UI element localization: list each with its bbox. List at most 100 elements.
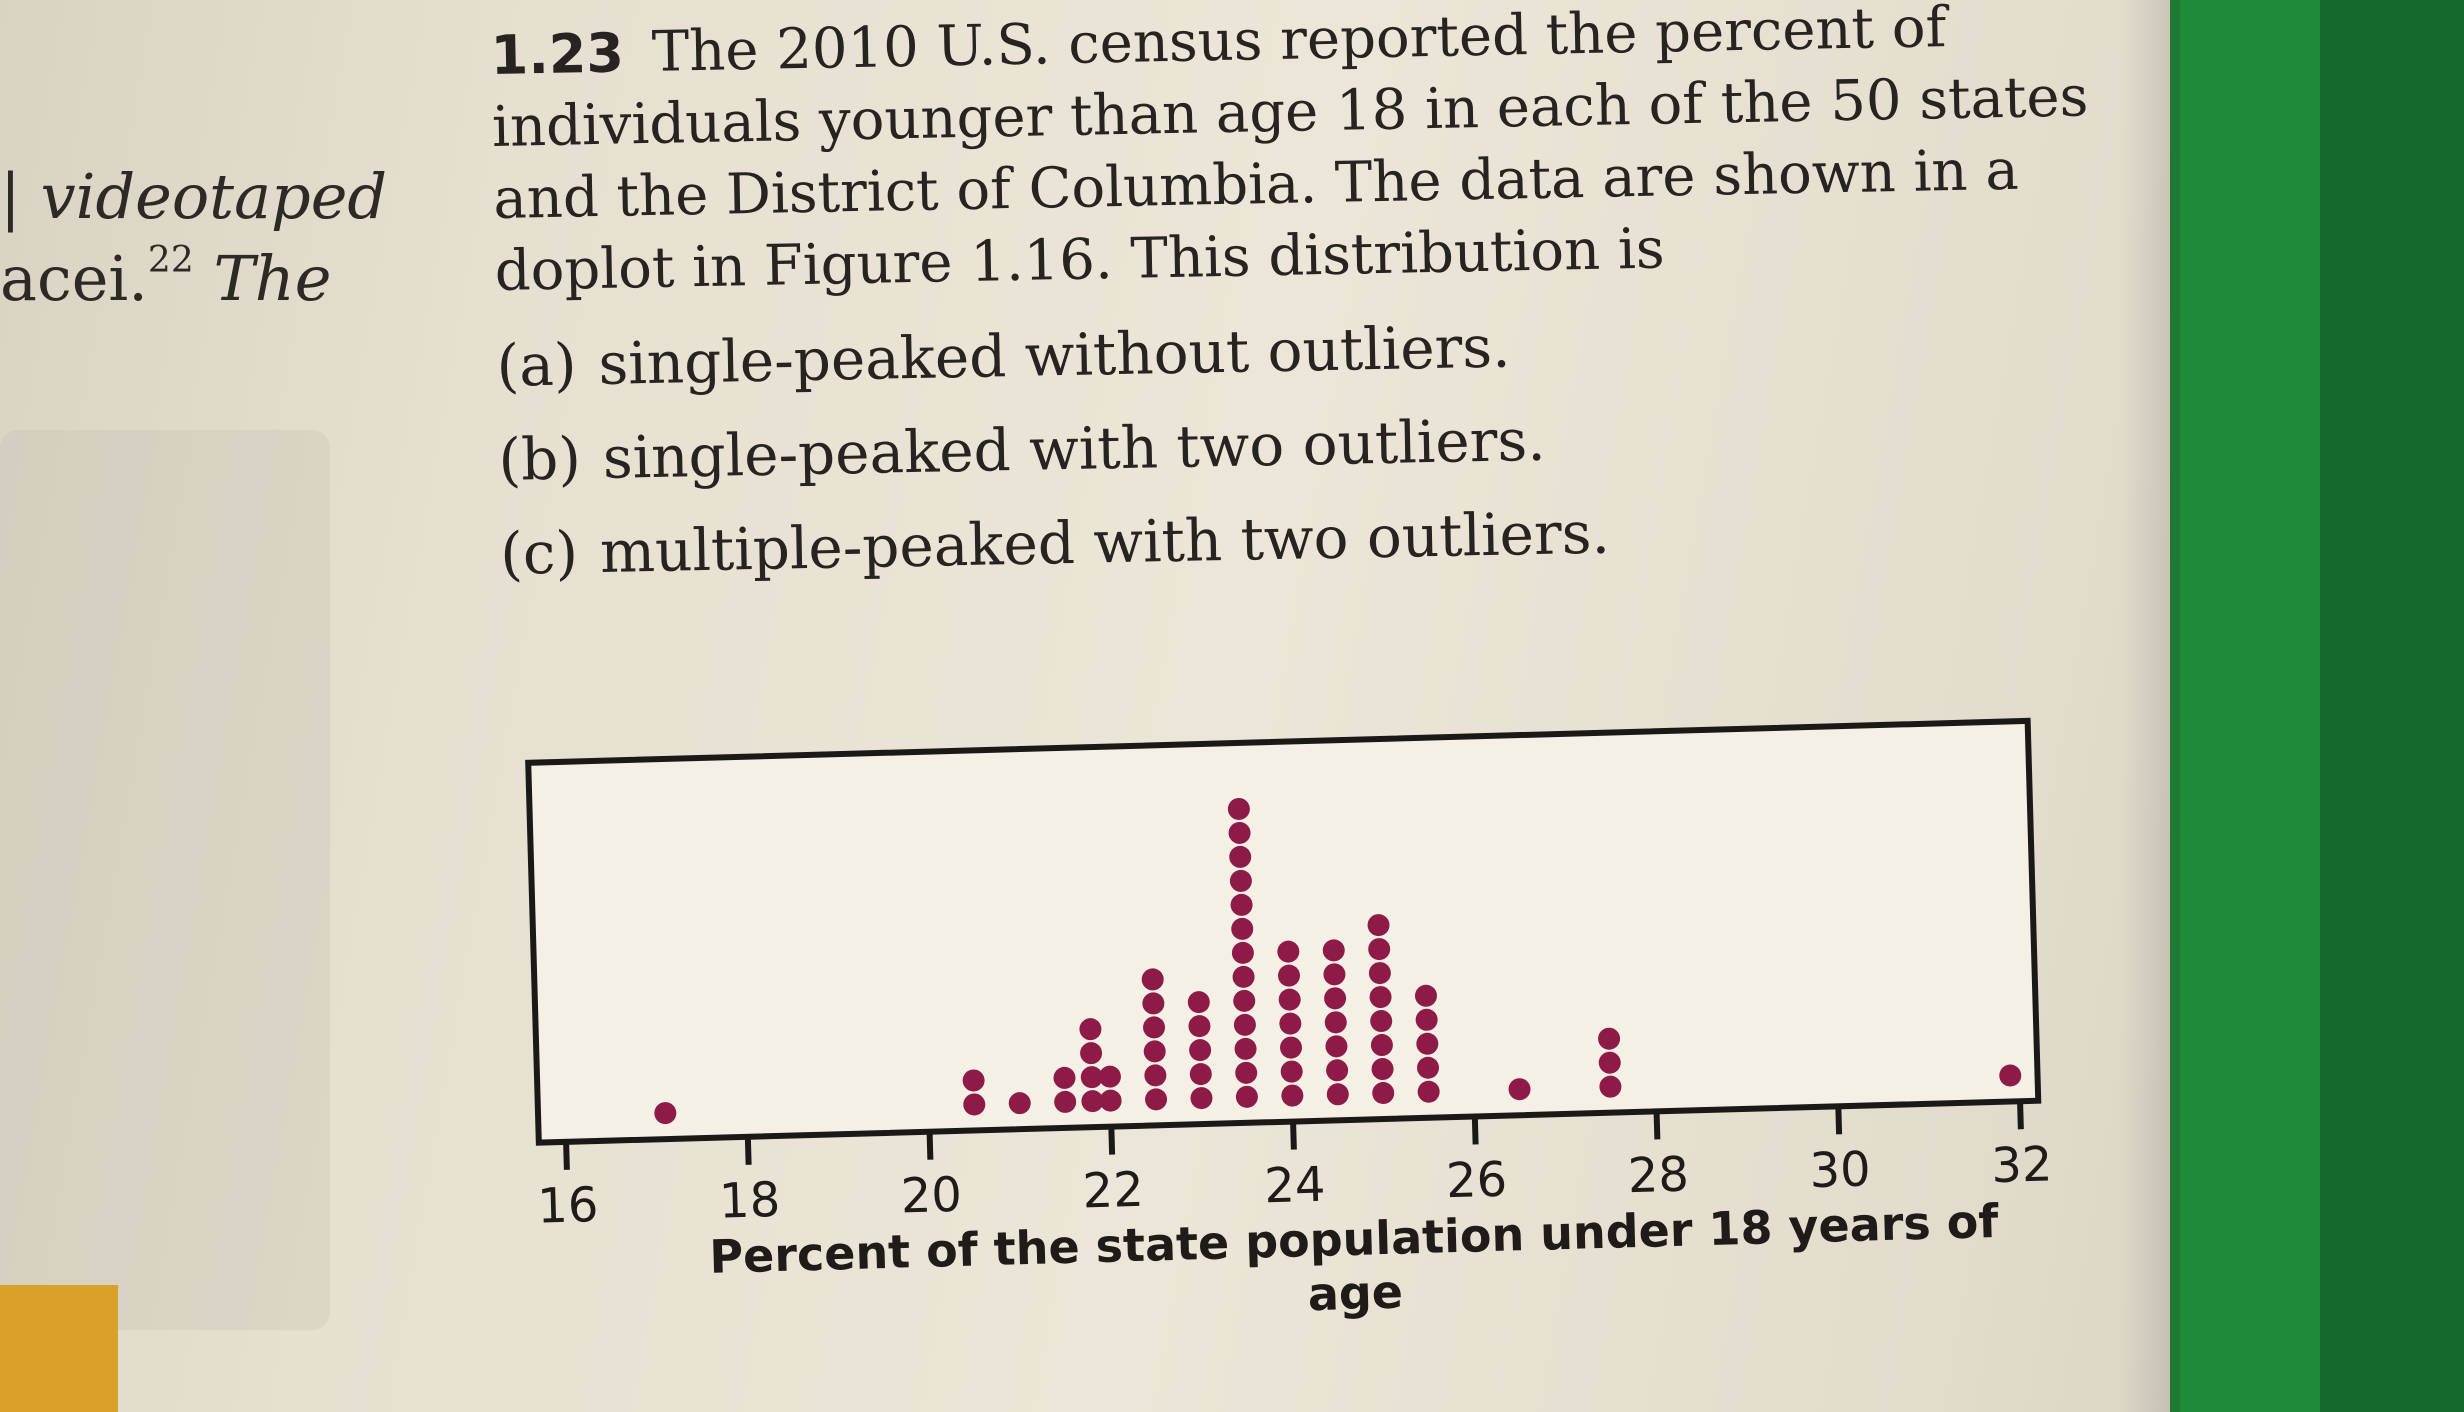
data-dot: [1188, 1015, 1211, 1038]
data-dot: [1370, 1034, 1393, 1057]
data-dot: [1371, 1058, 1394, 1081]
data-dot: [1229, 845, 1252, 868]
data-dot: [1054, 1090, 1077, 1113]
data-dot: [1230, 893, 1253, 916]
figure-1-16: 16 18 20 22 24 26 28 30 32 Percent of the state …: [520, 711, 2095, 1321]
margin-text-line1: | videotaped: [0, 160, 388, 233]
exercise-stem: 1.23 The 2010 U.S. census reported the pe…: [490, 0, 2115, 308]
data-dot: [1369, 986, 1392, 1009]
x-tick-label: 28: [1627, 1147, 1690, 1205]
data-dot: [1325, 1035, 1348, 1058]
data-dot: [1415, 1008, 1438, 1031]
data-dot: [1145, 1088, 1168, 1111]
x-tick: [1108, 1126, 1116, 1155]
data-dot: [1229, 869, 1252, 892]
data-dot: [1231, 941, 1254, 964]
data-dot: [1414, 984, 1437, 1007]
data-dot: [1280, 1036, 1303, 1059]
data-dot: [1235, 1061, 1258, 1084]
data-dot: [1598, 1027, 1621, 1050]
data-dot: [1231, 917, 1254, 940]
x-tick-label: 16: [537, 1177, 600, 1225]
margin-shaded-box: [0, 430, 330, 1330]
data-dot: [1235, 1085, 1258, 1108]
data-dot: [1080, 1042, 1103, 1065]
data-dot: [1370, 1010, 1393, 1033]
data-dot: [1324, 1011, 1347, 1034]
data-dot: [1234, 1037, 1257, 1060]
x-tick: [1835, 1106, 1843, 1135]
data-dot: [1281, 1084, 1304, 1107]
option-text: single-peaked with two outliers.: [602, 405, 1547, 492]
option-label: (c): [499, 518, 579, 588]
x-tick: [1653, 1111, 1661, 1140]
data-dot: [1053, 1066, 1076, 1089]
x-tick: [563, 1141, 570, 1170]
page-tab: [0, 1285, 118, 1412]
data-dot: [1280, 1060, 1303, 1083]
x-tick-label: 32: [1991, 1136, 2054, 1194]
x-tick: [1290, 1121, 1297, 1150]
data-dot: [1232, 965, 1255, 988]
data-dot: [1416, 1056, 1439, 1079]
book-cover-edge-dark: [2320, 0, 2464, 1412]
option-text: multiple-peaked with two outliers.: [599, 498, 1611, 586]
x-tick: [926, 1131, 934, 1160]
option-b[interactable]: (b) single-peaked with two outliers.: [498, 393, 2119, 496]
data-dot: [1326, 1083, 1349, 1106]
exercise-number: 1.23: [490, 21, 625, 87]
data-dot: [1417, 1080, 1440, 1103]
plot-frame: [525, 717, 2042, 1146]
data-dot: [1368, 962, 1391, 985]
data-dot: [654, 1102, 677, 1125]
data-dot: [1227, 797, 1250, 820]
data-dot: [1144, 1064, 1167, 1087]
x-tick-label: 30: [1809, 1141, 1872, 1199]
x-tick-label: 26: [1445, 1152, 1508, 1210]
data-dot: [1080, 1066, 1103, 1089]
option-label: (b): [497, 424, 582, 494]
data-dot: [1278, 964, 1301, 987]
data-dot: [1324, 987, 1347, 1010]
data-dot: [1081, 1090, 1104, 1113]
x-tick: [1471, 1116, 1479, 1145]
data-dot: [1277, 940, 1300, 963]
dotplot-chart: 16 18 20 22 24 26 28 30 32: [525, 717, 2054, 1225]
x-tick: [744, 1136, 752, 1165]
x-tick-label: 18: [718, 1172, 781, 1225]
data-dot: [1008, 1092, 1031, 1115]
option-c[interactable]: (c) multiple-peaked with two outliers.: [500, 487, 2121, 590]
data-dot: [1999, 1064, 2022, 1087]
data-dot: [1189, 1039, 1212, 1062]
data-dot: [1141, 968, 1164, 991]
data-dot: [1367, 914, 1390, 937]
page-shadow: [2120, 0, 2180, 1412]
data-dot: [1323, 963, 1346, 986]
data-dot: [1187, 991, 1210, 1014]
book-cover-edge: [2170, 0, 2320, 1412]
margin-text-line2: acei.22 The: [0, 240, 332, 315]
data-dot: [1233, 1013, 1256, 1036]
data-dot: [1098, 1065, 1121, 1088]
data-dot: [962, 1069, 985, 1092]
data-dot: [1598, 1051, 1621, 1074]
data-dot: [1190, 1087, 1213, 1110]
x-tick-label: 22: [1082, 1162, 1145, 1220]
x-tick-label: 20: [900, 1167, 963, 1225]
data-dot: [1326, 1059, 1349, 1082]
data-dot: [1189, 1063, 1212, 1086]
exercise-1-23: 1.23 The 2010 U.S. census reported the pe…: [490, 0, 2121, 590]
data-dot: [1368, 938, 1391, 961]
exercise-text: The 2010 U.S. census reported the percen…: [491, 0, 2089, 304]
data-dot: [1322, 939, 1345, 962]
data-dot: [1416, 1032, 1439, 1055]
data-dot: [1278, 988, 1301, 1011]
data-dot: [1099, 1089, 1122, 1112]
data-dot: [963, 1093, 986, 1116]
data-dot: [1228, 821, 1251, 844]
data-dot: [1279, 1012, 1302, 1035]
option-label: (a): [495, 330, 578, 400]
data-dot: [1508, 1078, 1531, 1101]
option-a[interactable]: (a) single-peaked without outliers.: [496, 299, 2117, 402]
x-tick: [2017, 1101, 2024, 1130]
